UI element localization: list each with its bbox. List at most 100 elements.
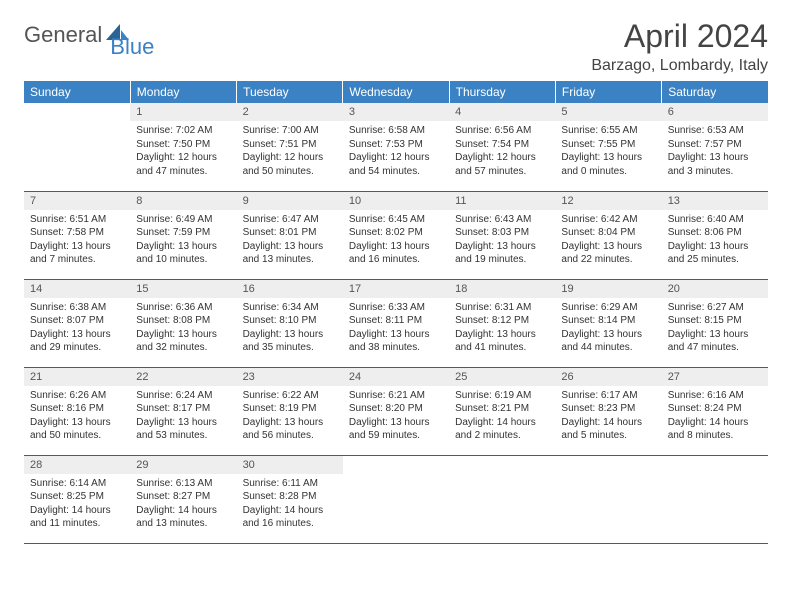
day-line: Daylight: 13 hours	[243, 328, 337, 342]
day-line: and 16 minutes.	[243, 517, 337, 531]
day-body: Sunrise: 6:33 AMSunset: 8:11 PMDaylight:…	[343, 298, 449, 359]
day-line: and 3 minutes.	[668, 165, 762, 179]
calendar-day-cell: 11Sunrise: 6:43 AMSunset: 8:03 PMDayligh…	[449, 191, 555, 279]
day-line: Daylight: 13 hours	[30, 328, 124, 342]
day-line: Daylight: 13 hours	[668, 151, 762, 165]
calendar-day-cell: 26Sunrise: 6:17 AMSunset: 8:23 PMDayligh…	[555, 367, 661, 455]
day-line: Sunset: 8:03 PM	[455, 226, 549, 240]
day-body: Sunrise: 6:27 AMSunset: 8:15 PMDaylight:…	[662, 298, 768, 359]
day-number: 1	[130, 103, 236, 121]
day-line: Daylight: 14 hours	[455, 416, 549, 430]
day-number: 4	[449, 103, 555, 121]
day-line: Sunset: 8:27 PM	[136, 490, 230, 504]
calendar-page: General Blue April 2024 Barzago, Lombard…	[0, 0, 792, 562]
calendar-day-cell: 21Sunrise: 6:26 AMSunset: 8:16 PMDayligh…	[24, 367, 130, 455]
day-line: Daylight: 13 hours	[561, 240, 655, 254]
day-number: 11	[449, 192, 555, 210]
day-line: Sunrise: 6:34 AM	[243, 301, 337, 315]
day-line: Daylight: 13 hours	[668, 240, 762, 254]
day-line: Daylight: 14 hours	[561, 416, 655, 430]
weekday-row: SundayMondayTuesdayWednesdayThursdayFrid…	[24, 81, 768, 103]
day-line: Daylight: 14 hours	[243, 504, 337, 518]
day-number: 18	[449, 280, 555, 298]
day-line: and 50 minutes.	[243, 165, 337, 179]
day-line: Sunset: 7:54 PM	[455, 138, 549, 152]
day-body: Sunrise: 6:34 AMSunset: 8:10 PMDaylight:…	[237, 298, 343, 359]
day-body: Sunrise: 6:38 AMSunset: 8:07 PMDaylight:…	[24, 298, 130, 359]
day-line: and 5 minutes.	[561, 429, 655, 443]
day-line: Sunrise: 6:33 AM	[349, 301, 443, 315]
calendar-table: SundayMondayTuesdayWednesdayThursdayFrid…	[24, 81, 768, 544]
day-line: and 35 minutes.	[243, 341, 337, 355]
day-line: Sunrise: 6:49 AM	[136, 213, 230, 227]
day-body: Sunrise: 6:47 AMSunset: 8:01 PMDaylight:…	[237, 210, 343, 271]
day-line: and 41 minutes.	[455, 341, 549, 355]
calendar-day-cell: 20Sunrise: 6:27 AMSunset: 8:15 PMDayligh…	[662, 279, 768, 367]
day-line: Sunset: 7:57 PM	[668, 138, 762, 152]
calendar-day-cell: 28Sunrise: 6:14 AMSunset: 8:25 PMDayligh…	[24, 455, 130, 543]
day-line: Sunrise: 6:13 AM	[136, 477, 230, 491]
day-line: Sunset: 8:28 PM	[243, 490, 337, 504]
day-line: Daylight: 14 hours	[668, 416, 762, 430]
logo-text-blue: Blue	[110, 34, 154, 60]
day-line: and 59 minutes.	[349, 429, 443, 443]
day-line: Daylight: 14 hours	[30, 504, 124, 518]
calendar-day-cell: 19Sunrise: 6:29 AMSunset: 8:14 PMDayligh…	[555, 279, 661, 367]
day-line: and 47 minutes.	[136, 165, 230, 179]
day-line: Daylight: 13 hours	[349, 416, 443, 430]
day-body: Sunrise: 6:26 AMSunset: 8:16 PMDaylight:…	[24, 386, 130, 447]
day-line: Sunrise: 6:17 AM	[561, 389, 655, 403]
day-number: 24	[343, 368, 449, 386]
calendar-week-row: 28Sunrise: 6:14 AMSunset: 8:25 PMDayligh…	[24, 455, 768, 543]
day-body: Sunrise: 6:55 AMSunset: 7:55 PMDaylight:…	[555, 121, 661, 182]
calendar-day-cell: 29Sunrise: 6:13 AMSunset: 8:27 PMDayligh…	[130, 455, 236, 543]
day-number: 13	[662, 192, 768, 210]
day-line: and 13 minutes.	[136, 517, 230, 531]
day-body: Sunrise: 6:11 AMSunset: 8:28 PMDaylight:…	[237, 474, 343, 535]
calendar-day-cell: 23Sunrise: 6:22 AMSunset: 8:19 PMDayligh…	[237, 367, 343, 455]
day-line: Sunset: 8:21 PM	[455, 402, 549, 416]
day-line: Sunset: 8:08 PM	[136, 314, 230, 328]
day-line: and 56 minutes.	[243, 429, 337, 443]
day-line: and 50 minutes.	[30, 429, 124, 443]
day-line: Daylight: 13 hours	[136, 240, 230, 254]
calendar-empty-cell	[343, 455, 449, 543]
day-number: 28	[24, 456, 130, 474]
calendar-day-cell: 3Sunrise: 6:58 AMSunset: 7:53 PMDaylight…	[343, 103, 449, 191]
calendar-week-row: 14Sunrise: 6:38 AMSunset: 8:07 PMDayligh…	[24, 279, 768, 367]
day-line: Sunrise: 6:42 AM	[561, 213, 655, 227]
day-body: Sunrise: 6:17 AMSunset: 8:23 PMDaylight:…	[555, 386, 661, 447]
calendar-body: 1Sunrise: 7:02 AMSunset: 7:50 PMDaylight…	[24, 103, 768, 543]
day-line: Daylight: 13 hours	[349, 328, 443, 342]
day-line: Daylight: 13 hours	[455, 240, 549, 254]
day-line: Sunrise: 6:11 AM	[243, 477, 337, 491]
day-number: 25	[449, 368, 555, 386]
calendar-day-cell: 1Sunrise: 7:02 AMSunset: 7:50 PMDaylight…	[130, 103, 236, 191]
day-number: 14	[24, 280, 130, 298]
calendar-day-cell: 13Sunrise: 6:40 AMSunset: 8:06 PMDayligh…	[662, 191, 768, 279]
weekday-header: Friday	[555, 81, 661, 103]
day-line: Sunrise: 6:16 AM	[668, 389, 762, 403]
day-number: 16	[237, 280, 343, 298]
logo: General Blue	[24, 22, 176, 48]
calendar-day-cell: 27Sunrise: 6:16 AMSunset: 8:24 PMDayligh…	[662, 367, 768, 455]
day-number: 17	[343, 280, 449, 298]
calendar-day-cell: 18Sunrise: 6:31 AMSunset: 8:12 PMDayligh…	[449, 279, 555, 367]
day-number: 3	[343, 103, 449, 121]
day-body: Sunrise: 6:29 AMSunset: 8:14 PMDaylight:…	[555, 298, 661, 359]
calendar-day-cell: 6Sunrise: 6:53 AMSunset: 7:57 PMDaylight…	[662, 103, 768, 191]
day-number: 27	[662, 368, 768, 386]
day-line: and 19 minutes.	[455, 253, 549, 267]
day-line: Sunset: 8:11 PM	[349, 314, 443, 328]
calendar-day-cell: 16Sunrise: 6:34 AMSunset: 8:10 PMDayligh…	[237, 279, 343, 367]
calendar-head: SundayMondayTuesdayWednesdayThursdayFrid…	[24, 81, 768, 103]
day-line: Sunset: 8:06 PM	[668, 226, 762, 240]
day-body: Sunrise: 6:31 AMSunset: 8:12 PMDaylight:…	[449, 298, 555, 359]
calendar-empty-cell	[449, 455, 555, 543]
day-line: Sunrise: 6:26 AM	[30, 389, 124, 403]
day-line: Sunrise: 6:45 AM	[349, 213, 443, 227]
day-body: Sunrise: 6:16 AMSunset: 8:24 PMDaylight:…	[662, 386, 768, 447]
day-line: Sunrise: 6:21 AM	[349, 389, 443, 403]
day-body: Sunrise: 6:40 AMSunset: 8:06 PMDaylight:…	[662, 210, 768, 271]
day-line: Sunset: 7:55 PM	[561, 138, 655, 152]
